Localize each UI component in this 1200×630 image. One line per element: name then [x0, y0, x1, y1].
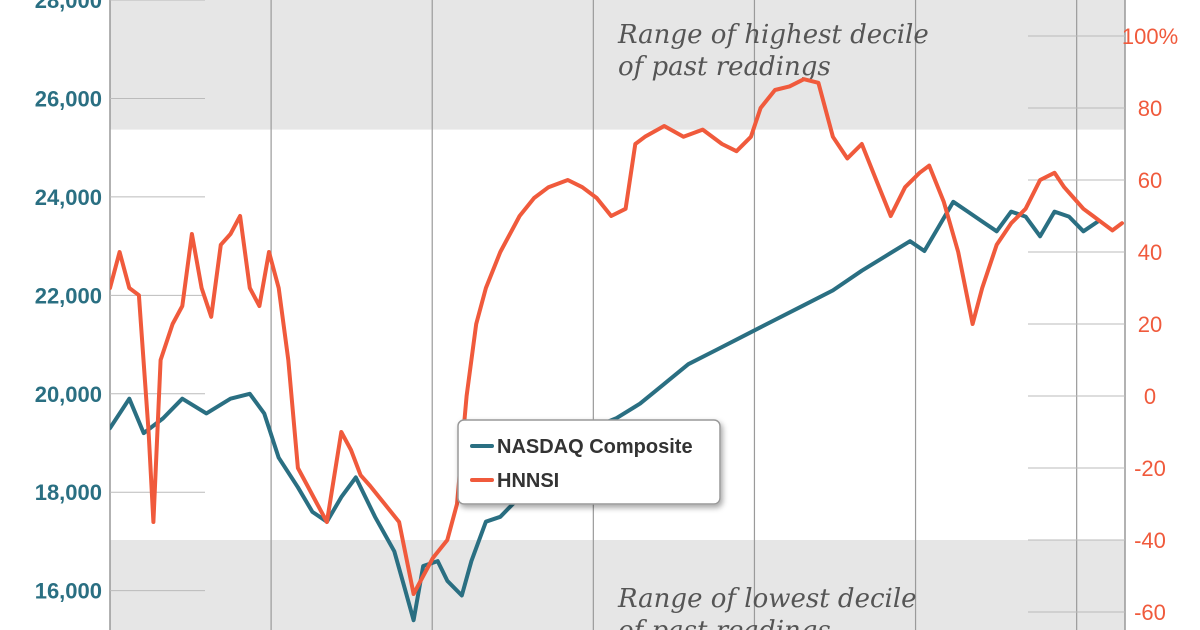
lowest-decile-label-line-1: Range of lowest decile: [617, 584, 917, 614]
legend: NASDAQ Composite HNNSI: [457, 419, 721, 505]
lowest-decile-band: [110, 540, 1125, 630]
series-line-hnnsi: [110, 77, 1124, 596]
highest-decile-band: [110, 0, 1125, 130]
left-tick-label: 22,000: [35, 283, 102, 308]
right-tick-label: -40: [1134, 528, 1166, 553]
right-tick-label: -60: [1134, 600, 1166, 625]
left-tick-label: 24,000: [35, 185, 102, 210]
right-tick-label: 60: [1138, 168, 1162, 193]
highest-decile-label-line-1: Range of highest decile: [617, 20, 929, 50]
legend-box: [457, 419, 721, 505]
legend-label-hnnsi: HNNSI: [497, 470, 559, 492]
series-lines: [110, 77, 1124, 623]
decile-bands: [110, 0, 1125, 630]
right-tick-label: -20: [1134, 456, 1166, 481]
left-tick-label: 16,000: [35, 579, 102, 604]
left-y-axis-ticks: 16,000 18,000 20,000 22,000 24,000 26,000 28,0…: [35, 0, 205, 604]
right-tick-label: 20: [1138, 312, 1162, 337]
left-tick-label: 26,000: [35, 86, 102, 111]
right-tick-label: 100%: [1122, 24, 1178, 49]
legend-label-nasdaq: NASDAQ Composite: [497, 436, 693, 458]
right-tick-label: 40: [1138, 240, 1162, 265]
vertical-gridlines: [270, 0, 1078, 630]
lowest-decile-label-line-2: of past readings: [618, 616, 831, 630]
left-tick-label: 28,000: [35, 0, 102, 13]
left-tick-label: 20,000: [35, 382, 102, 407]
plot-frame: [109, 0, 1126, 630]
right-tick-label: 80: [1138, 96, 1162, 121]
band-labels: Range of highest decile of past readings…: [617, 20, 929, 630]
right-tick-label: 0: [1144, 384, 1156, 409]
left-tick-label: 18,000: [35, 480, 102, 505]
highest-decile-label-line-2: of past readings: [618, 52, 831, 82]
right-y-axis-ticks: -60 -40 -20 0 20 40 60 80 100%: [1028, 24, 1178, 625]
